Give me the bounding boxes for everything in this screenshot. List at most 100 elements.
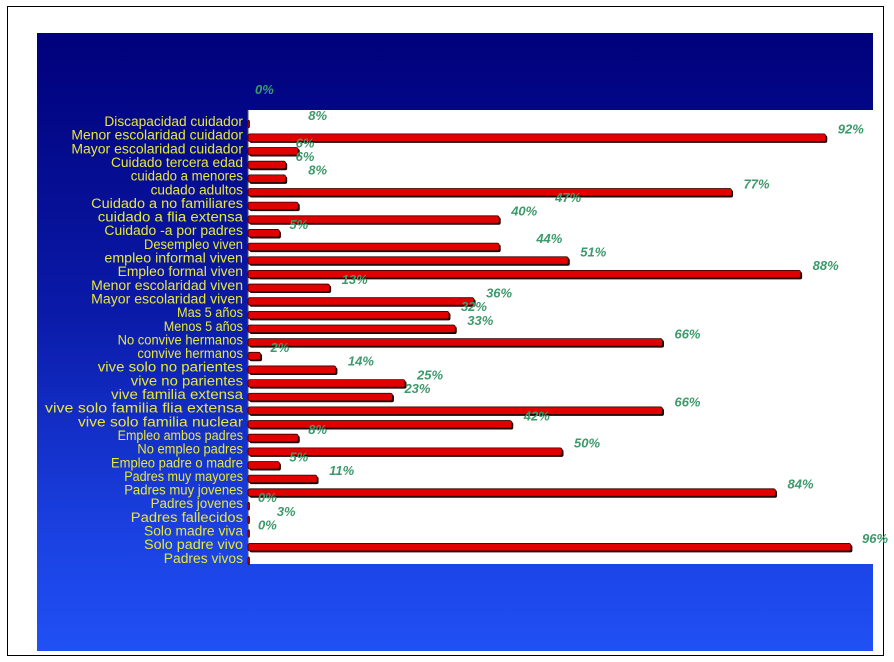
bar [247, 201, 299, 211]
bar [247, 174, 287, 183]
axis-top-label: 0% [255, 82, 274, 97]
category-label: Cuidado -a por padres [104, 223, 243, 238]
category-label: vive solo no parientes [98, 360, 243, 375]
category-label: Menor escolaridad cuidador [71, 128, 243, 143]
category-label: Mayor escolaridad viven [91, 291, 243, 306]
value-label: 92% [838, 122, 864, 137]
value-label: 44% [535, 231, 562, 246]
bar [247, 283, 331, 292]
bar [247, 556, 250, 565]
value-label: 50% [574, 436, 600, 451]
value-label: 5% [289, 217, 308, 232]
category-label: Cuidado tercera edad [111, 155, 243, 170]
bar [247, 379, 406, 388]
category-label: vive solo familia nuclear [78, 414, 244, 429]
bar [247, 420, 513, 429]
value-label: 8% [308, 163, 327, 178]
category-label: Discapacidad cuidador [104, 114, 243, 129]
category-label: vive solo familia flia extensa [45, 401, 244, 416]
bar [247, 529, 250, 538]
value-label: 13% [342, 272, 368, 287]
bar [247, 297, 475, 306]
value-label: 5% [289, 449, 308, 464]
category-label: cudado adultos [151, 182, 244, 197]
bar [247, 310, 450, 320]
bar [247, 269, 802, 279]
category-label: Padres vivos [164, 551, 243, 566]
value-labels: 8%92%6%6%8%77%47%40%5%44%51%88%13%36%32%… [258, 108, 888, 546]
bar [247, 474, 318, 484]
category-label: Mas 5 años [177, 305, 243, 320]
bars-layer [247, 119, 853, 565]
category-label: convive hermanos [137, 346, 243, 361]
bar [247, 256, 569, 265]
value-label: 88% [813, 258, 839, 273]
value-label: 96% [862, 531, 888, 546]
value-label: 84% [788, 477, 814, 492]
value-label: 8% [308, 108, 327, 123]
category-label: Empleo padre o madre [111, 455, 243, 470]
value-label: 11% [329, 463, 354, 478]
category-label: Padres muy jovenes [124, 483, 243, 498]
value-label: 66% [674, 326, 700, 341]
bar [247, 338, 663, 347]
category-label: Solo madre viva [144, 524, 244, 539]
bar [247, 502, 250, 511]
category-label: cuidado a flia extensa [98, 210, 244, 225]
bar [247, 351, 261, 361]
value-label: 32% [461, 299, 487, 314]
category-label: Mayor escolaridad cuidador [71, 141, 243, 156]
category-label: Padres muy mayores [124, 469, 243, 484]
value-label: 2% [270, 340, 290, 355]
value-label: 33% [467, 313, 493, 328]
bar [247, 133, 827, 142]
bar [247, 160, 287, 170]
category-label: Empleo ambos padres [118, 428, 244, 443]
bar [247, 433, 299, 443]
value-label: 0% [258, 518, 277, 533]
bar [247, 324, 456, 333]
category-label: cuidado a menores [131, 169, 243, 184]
value-label: 36% [486, 285, 512, 300]
bar [247, 406, 663, 415]
bar [247, 188, 732, 197]
value-label: 77% [744, 176, 770, 191]
bar [247, 488, 776, 497]
value-label: 3% [277, 504, 296, 519]
value-label: 40% [510, 204, 537, 219]
value-label: 47% [554, 190, 581, 205]
value-label: 8% [308, 422, 327, 437]
bar [247, 392, 393, 402]
value-label: 42% [523, 408, 550, 423]
value-label: 51% [580, 245, 606, 260]
bar [247, 365, 337, 374]
bar [247, 515, 250, 524]
category-label: Menor escolaridad viven [91, 278, 243, 293]
category-label: Desempleo viven [144, 237, 243, 252]
value-label: 14% [348, 354, 374, 369]
category-label: Solo padre vivo [144, 537, 243, 552]
bar [247, 119, 250, 129]
value-label: 23% [403, 381, 430, 396]
value-label: 6% [296, 135, 315, 150]
bar [247, 461, 280, 470]
plot-area [248, 110, 877, 564]
bar [247, 447, 563, 456]
category-label: No empleo padres [137, 442, 243, 457]
category-label: Padres fallecidos [131, 510, 243, 525]
category-label: Cuidado a no familiares [91, 196, 243, 211]
bar [247, 229, 280, 238]
category-label: empleo informal viven [104, 251, 243, 266]
bar [247, 242, 500, 252]
category-label: No convive hermanos [118, 332, 244, 347]
category-label: Empleo formal viven [118, 264, 243, 279]
value-label: 25% [416, 367, 443, 382]
category-label: Menos 5 años [164, 319, 243, 334]
bar [247, 215, 500, 224]
category-label: Padres jovenes [151, 496, 244, 511]
category-label: vive familia extensa [111, 387, 244, 402]
bar [247, 543, 852, 552]
value-label: 66% [674, 395, 700, 410]
